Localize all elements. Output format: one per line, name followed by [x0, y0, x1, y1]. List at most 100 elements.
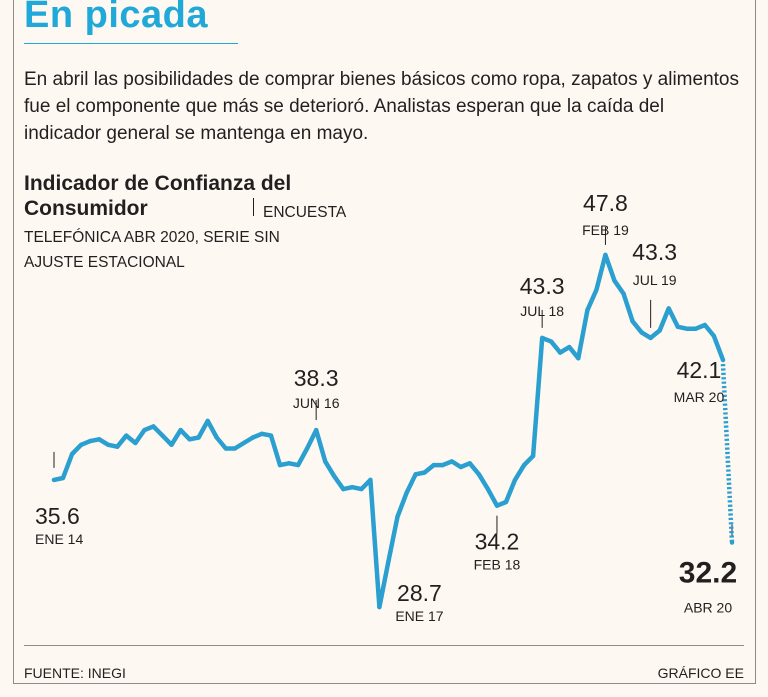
- annotation-date: MAR 20: [674, 389, 725, 405]
- data-point: [503, 499, 509, 505]
- data-point: [368, 477, 373, 483]
- data-point: [458, 464, 463, 470]
- data-point: [684, 326, 689, 331]
- data-point: [97, 437, 102, 442]
- data-point: [576, 356, 581, 361]
- annotation-date: ENE 17: [395, 608, 443, 624]
- data-point: [160, 433, 165, 438]
- data-point: [612, 278, 617, 283]
- data-point: [214, 435, 219, 440]
- data-point: [88, 438, 93, 444]
- data-point: [232, 446, 237, 451]
- data-point: [323, 459, 328, 464]
- data-point: [341, 486, 346, 492]
- data-point: [286, 461, 292, 466]
- data-point: [196, 435, 201, 440]
- data-point: [314, 427, 319, 433]
- source-note: FUENTE: INEGI: [24, 665, 126, 681]
- data-point: [675, 324, 680, 329]
- annotation-date: ENE 14: [35, 531, 83, 547]
- annotation-date: JUN 16: [293, 395, 340, 411]
- data-point: [449, 459, 454, 464]
- data-point: [549, 339, 554, 344]
- data-point: [133, 440, 138, 446]
- data-point: [60, 475, 66, 481]
- data-point: [530, 453, 536, 459]
- data-point: [540, 335, 545, 341]
- data-point: [729, 540, 735, 545]
- data-point: [350, 485, 355, 490]
- headline-rule: [24, 43, 238, 44]
- data-point: [512, 477, 518, 483]
- data-point: [169, 442, 174, 447]
- intro-text: En abril las posibilidades de comprar bi…: [24, 69, 739, 144]
- annotation-date: FEB 18: [474, 557, 521, 573]
- annotation-date: FEB 19: [582, 222, 629, 238]
- data-point: [413, 472, 418, 477]
- data-point: [377, 604, 382, 610]
- data-point: [657, 328, 662, 333]
- series-line: [51, 252, 726, 610]
- annotation-value: 35.6: [35, 503, 80, 529]
- data-point: [205, 418, 210, 424]
- annotation-date: JUL 18: [520, 303, 564, 319]
- data-point: [187, 437, 192, 442]
- data-point: [594, 287, 599, 293]
- data-point: [440, 462, 445, 468]
- data-point: [431, 462, 436, 468]
- annotation-value: 43.3: [632, 239, 677, 265]
- annotation-value: 42.1: [677, 357, 722, 383]
- data-point: [476, 472, 482, 477]
- data-point: [106, 442, 111, 447]
- subtitle-line-1: ENCUESTA: [263, 204, 347, 221]
- data-point: [223, 446, 228, 451]
- subtitle-line-3: AJUSTE ESTACIONAL: [24, 254, 185, 271]
- data-point: [250, 435, 256, 440]
- data-point: [521, 462, 527, 468]
- data-point: [295, 462, 301, 468]
- data-point: [603, 252, 608, 258]
- annotation-date: ABR 20: [684, 600, 732, 616]
- data-point: [241, 440, 246, 446]
- data-point: [702, 322, 708, 328]
- annotation-value: 43.3: [520, 273, 565, 299]
- graphic-credit: GRÁFICO EE: [657, 665, 744, 681]
- data-point: [142, 427, 147, 433]
- data-point: [404, 490, 409, 495]
- data-point: [115, 444, 120, 449]
- drop-line-dotted: [720, 363, 735, 543]
- data-point: [395, 514, 400, 519]
- data-point: [51, 477, 57, 483]
- data-point: [711, 333, 717, 339]
- chart-title: Indicador de Confianza del Consumidor: [24, 172, 292, 220]
- subtitle-line-2: TELEFÓNICA ABR 2020, SERIE SIN: [24, 229, 280, 246]
- data-point: [332, 474, 337, 479]
- annotation-value: 32.2: [679, 557, 737, 590]
- data-point: [693, 326, 698, 331]
- data-point: [567, 344, 572, 350]
- data-point: [359, 486, 364, 492]
- data-point: [178, 427, 183, 433]
- data-point: [304, 446, 310, 451]
- annotation-value: 34.2: [475, 529, 520, 555]
- data-point: [621, 291, 626, 296]
- data-point: [558, 350, 563, 355]
- data-point: [277, 462, 283, 468]
- data-point: [151, 424, 156, 429]
- chart-frame: [13, 0, 756, 684]
- annotation-date: JUL 19: [633, 272, 677, 288]
- data-point: [124, 433, 129, 438]
- annotation-value: 47.8: [583, 190, 628, 216]
- data-point: [666, 306, 671, 311]
- data-point: [485, 486, 491, 492]
- annotation-value: 38.3: [294, 365, 339, 391]
- data-point: [648, 335, 653, 341]
- footer-rule: [24, 645, 744, 646]
- data-point: [720, 357, 726, 363]
- annotation-value: 28.7: [397, 580, 442, 606]
- data-point: [422, 470, 427, 475]
- subtitle-separator: [253, 198, 254, 216]
- data-point: [69, 451, 75, 457]
- data-point: [386, 558, 391, 564]
